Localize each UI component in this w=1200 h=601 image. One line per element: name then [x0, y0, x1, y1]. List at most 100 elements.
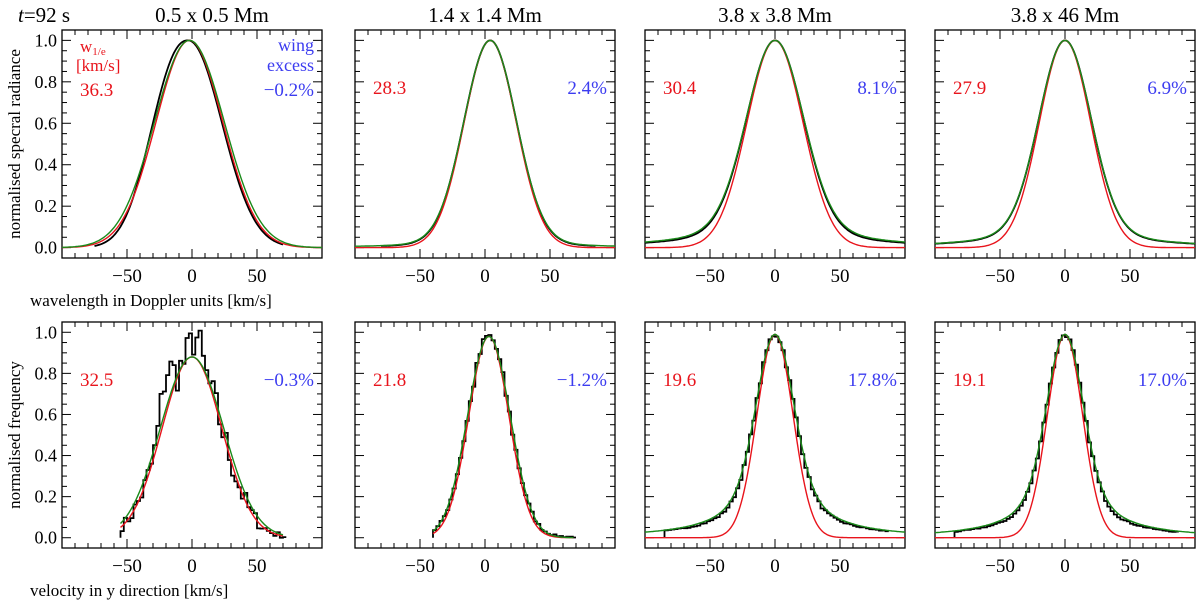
plot-frame: [61, 321, 323, 549]
x-tick-label: −50: [112, 556, 142, 577]
width-legend-label: w1/e: [80, 37, 106, 58]
y-tick-label: 0.8: [35, 72, 58, 92]
x-tick-label: −50: [985, 266, 1015, 287]
panel-title-4: 3.8 x 46 Mm: [1011, 3, 1120, 27]
series-red-line: [935, 39, 1195, 249]
x-tick-label: 0: [187, 266, 197, 287]
x-tick-label: 50: [1121, 266, 1140, 287]
series-red-line: [935, 333, 1195, 539]
y-tick-label: 0.0: [35, 238, 58, 258]
plot-frame: [644, 29, 906, 259]
x-tick-label: −50: [985, 556, 1015, 577]
wing-legend-line2: excess: [267, 55, 314, 75]
width-legend-main: w: [80, 37, 93, 56]
wing-excess-value-label: 2.4%: [567, 78, 607, 99]
x-tick-label: 50: [248, 266, 267, 287]
x-tick-label: −50: [405, 266, 435, 287]
time-label-prefix: t: [18, 3, 25, 27]
series-red-line: [645, 39, 905, 249]
y-tick-label: 0.2: [35, 487, 58, 507]
y-tick-label: 0.0: [35, 528, 58, 548]
panel-top-3: −50 0 50 30.4 8.1%: [644, 29, 906, 287]
plot-frame: [934, 29, 1196, 259]
wing-excess-value-label: −1.2%: [557, 370, 607, 391]
width-value-label: 19.1: [953, 370, 986, 391]
series-black-line: [432, 334, 576, 539]
series-red-line: [432, 335, 574, 539]
panel-title-2: 1.4 x 1.4 Mm: [428, 3, 542, 27]
x-tick-label: 50: [541, 266, 560, 287]
x-tick-label: 0: [1060, 266, 1070, 287]
x-tick-label: 0: [187, 556, 197, 577]
series-green-line: [935, 39, 1195, 245]
wing-excess-value-label: 17.0%: [1138, 370, 1187, 391]
x-tick-label: 0: [770, 556, 780, 577]
y-tick-label: 1.0: [35, 30, 58, 50]
panel-top-1: −50 0 50 0.0 0.2 0.4 0.6 0.8 1.0 normalised specr…: [5, 29, 323, 310]
panel-top-4: −50 0 50 27.9 6.9%: [934, 29, 1196, 287]
width-value-label: 28.3: [373, 78, 406, 99]
x-tick-label: −50: [695, 266, 725, 287]
x-tick-label: 50: [1121, 556, 1140, 577]
wing-legend-line1: wing: [278, 35, 314, 55]
x-tick-label: −50: [695, 556, 725, 577]
panel-bottom-2: −50 0 50 21.8 −1.2%: [354, 321, 616, 577]
y-tick-label: 0.4: [35, 155, 58, 175]
series-green-line: [119, 356, 284, 536]
series-green-line: [432, 335, 574, 539]
width-value-label: 36.3: [80, 80, 113, 101]
x-tick-label: 0: [480, 266, 490, 287]
width-value-label: 21.8: [373, 370, 406, 391]
x-tick-label: 50: [831, 556, 850, 577]
series-black-line: [645, 39, 905, 244]
panel-title-3: 3.8 x 3.8 Mm: [718, 3, 832, 27]
panel-title-1: 0.5 x 0.5 Mm: [155, 3, 269, 27]
plot-frame: [644, 321, 906, 549]
panel-bottom-4: −50 0 50 19.1 17.0%: [934, 321, 1196, 577]
series-green-line: [645, 39, 905, 243]
series-red-line: [645, 333, 905, 539]
x-tick-label: −50: [112, 266, 142, 287]
wing-excess-value-label: 17.8%: [848, 370, 897, 391]
series-red-line: [355, 39, 615, 249]
series-green-line: [645, 333, 905, 533]
series-black-line: [953, 334, 1179, 538]
panel-bottom-3: −50 0 50 19.6 17.8%: [644, 321, 906, 577]
y-tick-label: 1.0: [35, 322, 58, 342]
x-tick-label: 0: [1060, 556, 1070, 577]
x-tick-label: 50: [541, 556, 560, 577]
y-tick-label: 0.6: [35, 113, 58, 133]
series-black-line: [663, 335, 889, 538]
y-axis-label: normalised specral radiance: [5, 49, 24, 239]
x-tick-label: 50: [248, 556, 267, 577]
series-red-line: [120, 356, 284, 537]
series-black-line: [935, 39, 1195, 245]
y-tick-label: 0.8: [35, 363, 58, 383]
time-label-suffix: =92 s: [24, 3, 70, 27]
x-axis-label: velocity in y direction [km/s]: [30, 581, 228, 600]
width-legend-subscript: 1/e: [92, 46, 106, 58]
time-label: t=92 s: [18, 3, 70, 27]
width-value-label: 27.9: [953, 78, 986, 99]
width-value-label: 32.5: [80, 370, 113, 391]
x-tick-label: −50: [405, 556, 435, 577]
series-black-line: [119, 329, 287, 539]
wing-excess-value-label: −0.3%: [264, 370, 314, 391]
width-legend-units: [km/s]: [76, 56, 120, 75]
panel-top-2: −50 0 50 28.3 2.4%: [354, 29, 616, 287]
plot-frame: [934, 321, 1196, 549]
wing-excess-value-label: 6.9%: [1147, 78, 1187, 99]
series-green-line: [935, 333, 1195, 534]
series-green-line: [355, 39, 615, 247]
y-tick-label: 0.6: [35, 404, 58, 424]
series-black-line: [381, 39, 596, 247]
panel-bottom-1: −50 0 50 0.0 0.2 0.4 0.6 0.8 1.0 normalised frequ…: [5, 321, 323, 600]
x-axis-label: wavelength in Doppler units [km/s]: [30, 291, 272, 310]
x-tick-label: 0: [770, 266, 780, 287]
x-tick-label: 50: [831, 266, 850, 287]
width-value-label: 19.6: [663, 370, 696, 391]
y-tick-label: 0.2: [35, 196, 58, 216]
y-tick-label: 0.4: [35, 446, 58, 466]
y-axis-label: normalised frequency: [5, 361, 24, 509]
